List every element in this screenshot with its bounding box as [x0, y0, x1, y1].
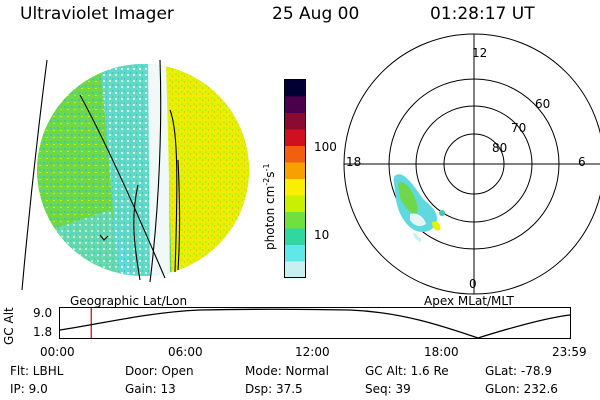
colorbar-swatch: [285, 129, 305, 147]
altplot-xtick-2: 12:00: [295, 345, 330, 359]
colorbar-swatch: [285, 212, 305, 229]
colorbar-swatch: [285, 162, 305, 180]
colorbar-swatch: [285, 228, 305, 246]
info-glat: GLat: -78.9: [485, 364, 552, 378]
mlat-label-70: 70: [511, 121, 527, 135]
colorbar-swatch: [285, 179, 305, 196]
time-label: 01:28:17 UT: [430, 4, 535, 24]
altplot-ytick-bottom: 1.8: [33, 325, 53, 339]
info-dsp: Dsp: 37.5: [245, 382, 303, 396]
info-gain: Gain: 13: [125, 382, 176, 396]
mlt-label-18: 18: [346, 155, 362, 169]
altplot-ylabel: GC Alt: [2, 307, 16, 345]
info-seq: Seq: 39: [365, 382, 411, 396]
colorbar-swatch: [285, 80, 305, 97]
info-filter: Flt: LBHL: [10, 364, 64, 378]
altplot-xtick-4: 23:59: [552, 345, 587, 359]
colorbar-swatch: [285, 261, 305, 279]
info-ip: IP: 9.0: [10, 382, 48, 396]
mlt-label-6: 6: [578, 155, 586, 169]
info-mode: Mode: Normal: [245, 364, 329, 378]
altplot-xtick-3: 18:00: [424, 345, 459, 359]
colorbar-tick-10: 10: [314, 228, 330, 242]
mlat-label-60: 60: [535, 97, 551, 111]
colorbar-swatch: [285, 146, 305, 163]
auroral-emission-patch: [393, 174, 445, 242]
colorbar-swatch: [285, 96, 305, 114]
altplot-xtick-0: 00:00: [40, 345, 75, 359]
mlat-label-80: 80: [492, 141, 508, 155]
colorbar-swatch: [285, 113, 305, 130]
colorbar-tick-100: 100: [314, 140, 337, 154]
info-door: Door: Open: [125, 364, 194, 378]
mlt-label-12: 12: [472, 46, 488, 60]
altplot-xtick-1: 06:00: [168, 345, 203, 359]
apex-label: Apex MLat/MLT: [424, 294, 514, 308]
info-gc-alt: GC Alt: 1.6 Re: [365, 364, 449, 378]
colorbar-swatch: [285, 195, 305, 213]
mlt-label-0: 0: [469, 277, 477, 291]
colorbar-swatch: [285, 245, 305, 262]
color-bar: [284, 79, 306, 279]
geographic-label: Geographic Lat/Lon: [70, 294, 188, 308]
instrument-title: Ultraviolet Imager: [20, 4, 174, 24]
info-glon: GLon: 232.6: [485, 382, 558, 396]
altplot-ytick-top: 9.0: [33, 306, 53, 320]
date-label: 25 Aug 00: [272, 4, 360, 24]
